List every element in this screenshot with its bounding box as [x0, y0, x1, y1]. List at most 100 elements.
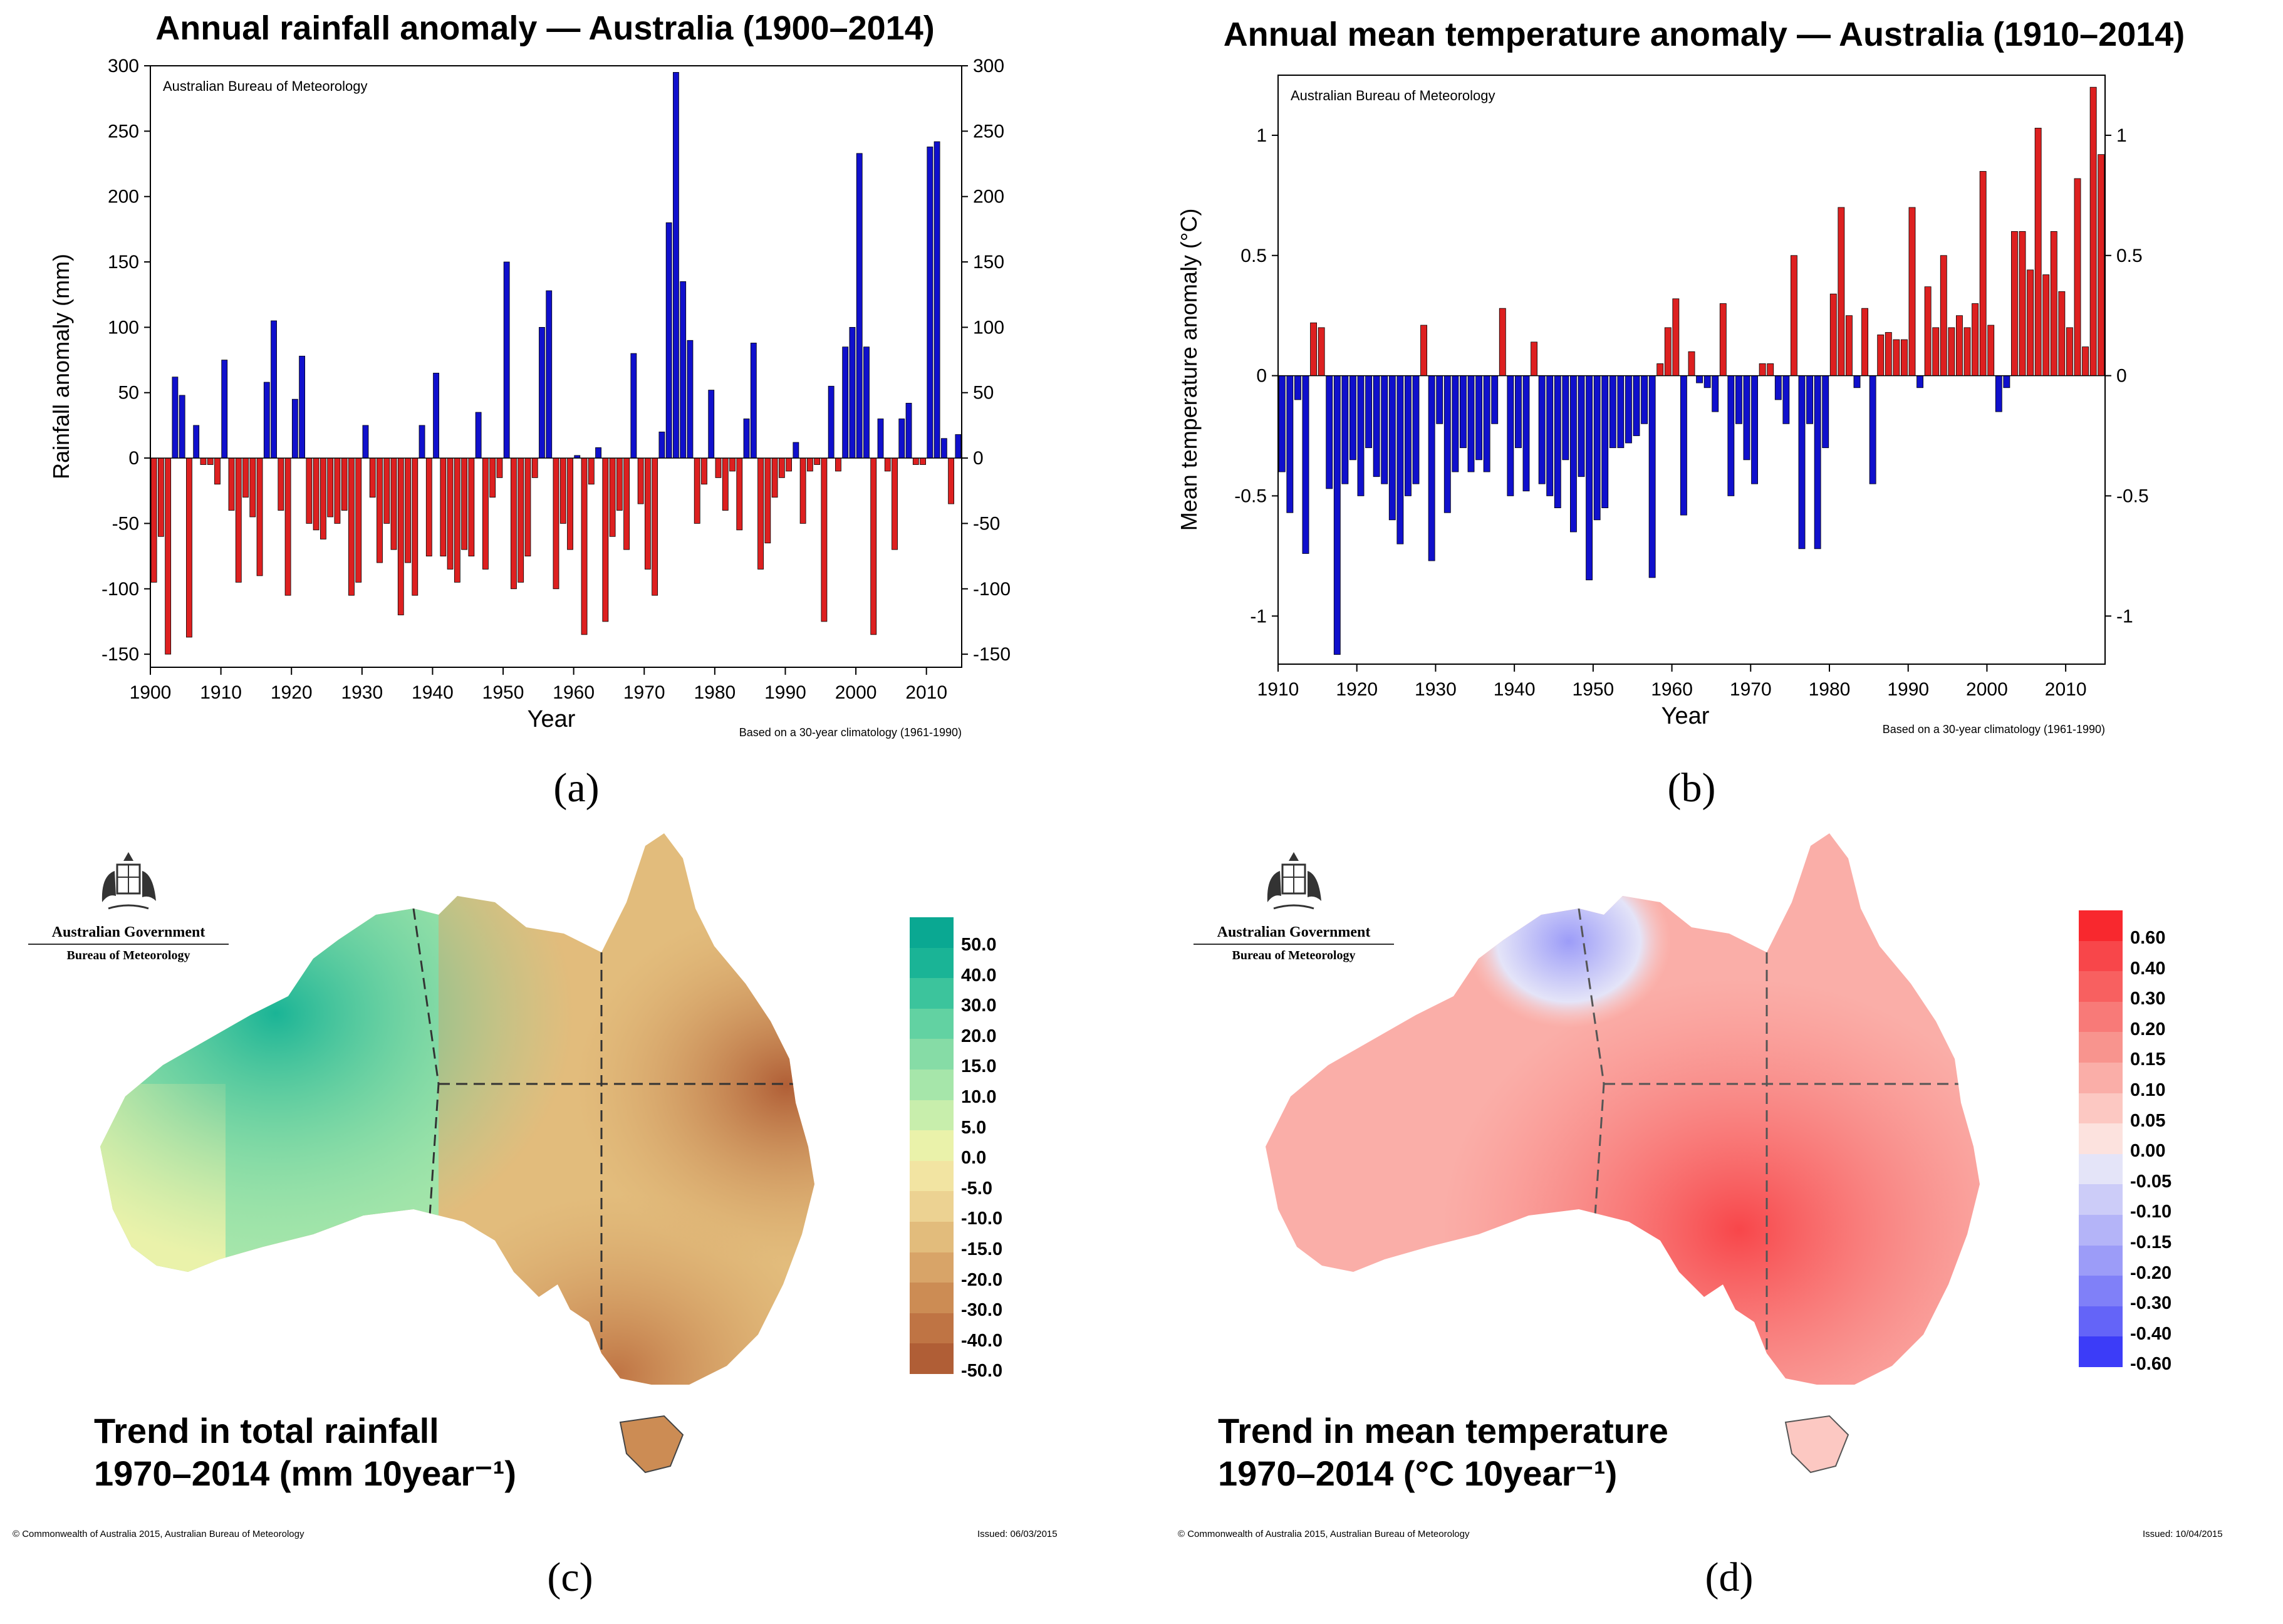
bar-1959 — [567, 457, 573, 550]
bar-1990 — [1908, 207, 1916, 376]
bar-2010 — [927, 146, 933, 459]
y-tick-label-right: -50 — [973, 513, 1000, 534]
bar-2000 — [1987, 325, 1995, 376]
bar-1932 — [1452, 375, 1459, 472]
bar-1987 — [1885, 332, 1892, 376]
y-tick-label: 300 — [108, 56, 139, 76]
rainfall-legend-label: 30.0 — [961, 996, 997, 1016]
temperature-legend-swatch — [2079, 910, 2123, 941]
bar-1945 — [468, 457, 475, 557]
bar-1991 — [793, 442, 799, 459]
bar-2007 — [905, 403, 912, 459]
x-tick-label: 2000 — [1966, 679, 2008, 700]
bar-1948 — [489, 457, 496, 498]
rainfall-legend-label: -50.0 — [961, 1361, 1003, 1382]
y-axis-label: Rainfall anomaly (mm) — [48, 254, 74, 479]
bar-1980 — [1829, 293, 1837, 376]
temperature-legend-label: 0.40 — [2130, 958, 2166, 979]
bar-1977 — [694, 457, 700, 524]
rainfall-anomaly-chart: Australian Bureau of Meteorology -150 -150… — [48, 56, 1011, 739]
bar-1973 — [1774, 375, 1782, 400]
sublabel-d: (d) — [1705, 1554, 1754, 1600]
rainfall-legend-label: 5.0 — [961, 1117, 987, 1138]
bar-1973 — [665, 222, 672, 459]
x-axis-label: Year — [528, 706, 576, 732]
bar-1964 — [1703, 375, 1711, 388]
bar-1920 — [1357, 375, 1365, 496]
bar-1914 — [249, 457, 256, 518]
bar-2006 — [898, 419, 905, 459]
bar-1910 — [221, 360, 228, 459]
sublabel-c: (c) — [547, 1554, 593, 1600]
australia-temperature-map — [1266, 833, 1980, 1474]
bar-1915 — [1318, 327, 1325, 376]
rainfall-legend-swatch — [910, 947, 954, 979]
bar-1915 — [256, 457, 263, 576]
bar-2002 — [870, 457, 877, 635]
bar-1960 — [1672, 298, 1680, 376]
bar-1961 — [1680, 375, 1687, 516]
x-tick-label: 1920 — [1336, 679, 1378, 700]
y-tick-label-right: 0 — [2116, 366, 2127, 387]
bar-1994 — [1940, 255, 1947, 376]
bar-1992 — [1924, 286, 1932, 376]
bar-1937 — [412, 457, 419, 596]
coat-of-arms-icon — [1267, 852, 1321, 910]
bar-2009 — [2058, 291, 2066, 376]
rainfall-legend-swatch — [910, 1100, 954, 1131]
chart-a-title: Annual rainfall anomaly — Australia (190… — [155, 9, 935, 47]
y-tick-label-right: 1 — [2116, 125, 2127, 146]
australia-rainfall-map — [100, 833, 814, 1474]
bar-1925 — [1396, 375, 1404, 544]
bar-1943 — [1538, 375, 1546, 484]
temperature-legend-swatch — [2079, 1093, 2123, 1124]
y-tick-label-right: -100 — [973, 579, 1011, 600]
bar-2003 — [2011, 231, 2018, 376]
bar-1914 — [1310, 322, 1318, 376]
rainfall-legend-swatch — [910, 1069, 954, 1100]
bar-1958 — [1656, 363, 1664, 376]
bar-1946 — [475, 412, 482, 459]
bar-1949 — [496, 457, 503, 478]
y-tick-label-right: 250 — [973, 121, 1004, 142]
temperature-map-caption: Trend in mean temperature 1970–2014 (°C … — [1218, 1410, 1668, 1495]
bar-1975 — [1791, 255, 1797, 376]
bar-1937 — [1491, 375, 1499, 424]
temperature-legend-swatch — [2079, 1062, 2123, 1093]
y-tick-label-right: -150 — [973, 644, 1011, 665]
bar-1921 — [1365, 375, 1372, 449]
bar-1907 — [200, 457, 207, 465]
rainfall-legend-label: -40.0 — [961, 1330, 1003, 1351]
bar-2004 — [884, 457, 891, 472]
rainfall-legend-label: 50.0 — [961, 935, 997, 955]
bar-2009 — [920, 457, 926, 465]
bar-1938 — [1499, 308, 1506, 376]
x-tick-label: 1980 — [694, 682, 736, 703]
gov-logo-c: Australian Government Bureau of Meteorol… — [28, 846, 229, 963]
bar-1946 — [1562, 375, 1569, 461]
bar-1983 — [736, 457, 743, 531]
bar-1999 — [1979, 171, 1987, 376]
bar-1903 — [172, 377, 179, 459]
x-tick-label: 1920 — [271, 682, 313, 703]
bar-1963 — [1696, 375, 1703, 383]
bar-1998 — [1972, 303, 1979, 376]
bar-1901 — [157, 457, 164, 537]
bar-1983 — [1853, 375, 1861, 388]
rainfall-legend-swatch — [910, 1283, 954, 1313]
y-tick-label: 250 — [108, 121, 139, 142]
bar-1936 — [1483, 375, 1490, 472]
bar-2013 — [2089, 86, 2097, 376]
bar-1976 — [1798, 375, 1806, 549]
rainfall-legend-swatch — [910, 1191, 954, 1222]
y-tick-label: 0.5 — [1240, 246, 1267, 266]
bar-1985 — [1869, 375, 1876, 484]
bar-1997 — [1963, 327, 1971, 376]
bar-1953 — [524, 457, 531, 557]
bar-1905 — [186, 457, 192, 638]
rainfall-legend-swatch — [910, 1008, 954, 1039]
rainfall-legend-label: 10.0 — [961, 1086, 997, 1107]
bar-1977 — [1806, 375, 1813, 424]
temperature-legend-label: 0.30 — [2130, 989, 2166, 1009]
x-tick-label: 1900 — [130, 682, 172, 703]
